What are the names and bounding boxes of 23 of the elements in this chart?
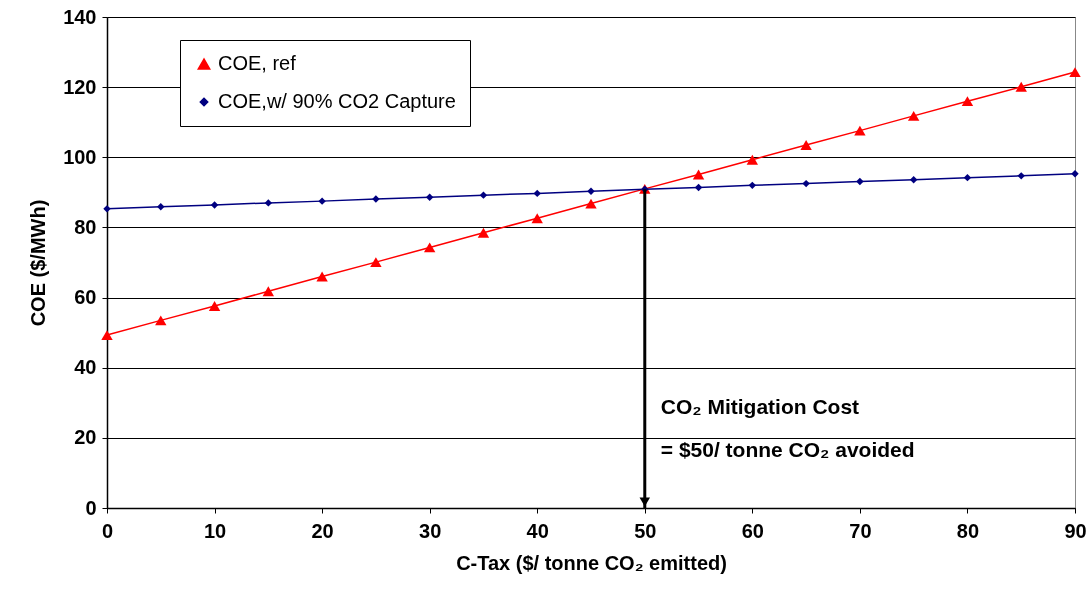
x-tick-label: 0 bbox=[101, 519, 114, 542]
x-tick-label: 10 bbox=[203, 519, 227, 542]
y-axis-title: COE ($/MWh) bbox=[27, 199, 50, 327]
y-tick-label: 120 bbox=[63, 75, 97, 98]
x-tick-label: 60 bbox=[741, 519, 764, 542]
y-tick-label: 80 bbox=[74, 215, 97, 238]
y-tick-label: 40 bbox=[74, 356, 97, 379]
y-tick-label: 20 bbox=[74, 426, 97, 449]
x-tick-label: 20 bbox=[311, 519, 334, 542]
x-tick-label: 30 bbox=[419, 519, 442, 542]
x-axis-title: C-Tax ($/ tonne CO₂ emitted) bbox=[456, 551, 727, 574]
legend-label: COE,w/ 90% CO2 Capture bbox=[218, 90, 456, 112]
x-tick-label: 90 bbox=[1064, 519, 1087, 542]
x-tick-label: 50 bbox=[634, 519, 657, 542]
y-tick-label: 0 bbox=[85, 496, 97, 519]
y-tick-label: 140 bbox=[63, 5, 97, 28]
x-tick-label: 80 bbox=[956, 519, 980, 542]
y-tick-label: 60 bbox=[74, 286, 97, 309]
x-tick-label: 40 bbox=[526, 519, 549, 542]
x-tick-label: 70 bbox=[849, 519, 872, 542]
annotation: CO₂ Mitigation Cost = $50/ tonne CO₂ avoided bbox=[660, 395, 915, 461]
y-tick-label: 100 bbox=[63, 145, 97, 168]
legend-label: COE, ref bbox=[218, 52, 297, 74]
